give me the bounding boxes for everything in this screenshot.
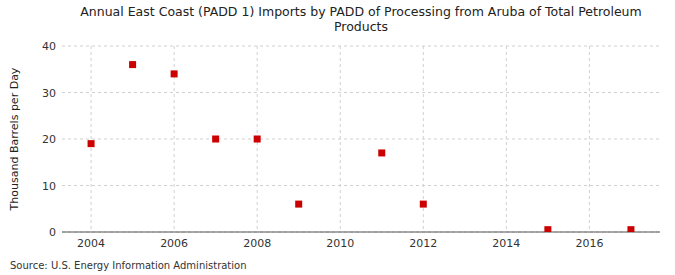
point: [171, 70, 178, 77]
x-grid-line: [589, 46, 590, 232]
source: Source: U.S. Energy Information Administ…: [10, 260, 247, 271]
point: [254, 136, 261, 143]
x-tick-label: 2014: [492, 237, 520, 250]
y-axis-label: Thousand Barrels per Day: [8, 67, 21, 211]
x-grid-line: [340, 46, 341, 232]
y-tick-label: 40: [42, 40, 56, 53]
x-axis-line: [62, 232, 660, 233]
x-grid-line: [91, 46, 92, 232]
point: [627, 226, 634, 232]
y-tick-label: 10: [42, 180, 56, 193]
title: Annual East Coast (PADD 1) Imports by PA…: [80, 4, 641, 34]
x-grid-line: [506, 46, 507, 232]
y-grid-line: [62, 139, 660, 140]
x-tick-label: 2008: [243, 237, 271, 250]
x-tick-label: 2012: [409, 237, 437, 250]
title-line: Annual East Coast (PADD 1) Imports by PA…: [80, 4, 641, 19]
point: [420, 201, 427, 208]
point: [88, 140, 95, 147]
x-tick-label: 2004: [77, 237, 105, 250]
y-tick-label: 0: [49, 226, 56, 239]
point: [544, 226, 551, 232]
grid: [62, 46, 660, 232]
point: [129, 61, 136, 68]
x-tick-label: 2016: [575, 237, 603, 250]
y-grid-line: [62, 232, 660, 233]
title-line: Products: [334, 19, 388, 34]
point: [295, 201, 302, 208]
x-tick-label: 2006: [160, 237, 188, 250]
point: [378, 149, 385, 156]
chart-svg: Annual East Coast (PADD 1) Imports by PA…: [0, 0, 675, 275]
y-grid-line: [62, 46, 660, 47]
y-grid-line: [62, 185, 660, 186]
chart-container: Annual East Coast (PADD 1) Imports by PA…: [0, 0, 675, 275]
point: [212, 136, 219, 143]
y-tick-label: 30: [42, 87, 56, 100]
x-tick-label: 2010: [326, 237, 354, 250]
points: [88, 61, 635, 232]
y-grid-line: [62, 92, 660, 93]
y-tick-label: 20: [42, 133, 56, 146]
